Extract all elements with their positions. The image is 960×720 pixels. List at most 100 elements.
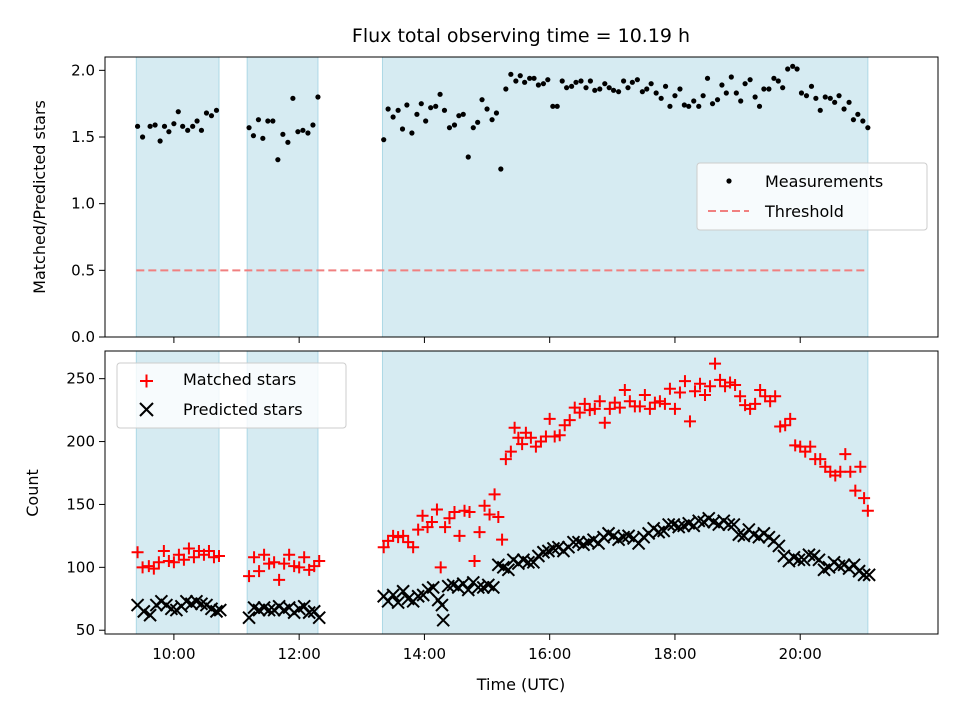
measurement-point [315, 94, 321, 100]
matched-star-marker [492, 511, 505, 524]
matched-star-marker [799, 445, 812, 458]
measurement-point [714, 97, 721, 103]
matched-star-marker [483, 508, 496, 521]
measurement-point [139, 134, 146, 140]
matched-star-marker [844, 465, 857, 478]
predicted-star-marker [772, 539, 786, 553]
measurement-point [803, 93, 810, 99]
count-y-tick-label: 250 [66, 370, 95, 388]
ratio-panel: 0.00.51.01.52.0 Matched/Predicted stars … [30, 56, 939, 346]
measurement-point [700, 93, 706, 99]
measurement-point [606, 85, 612, 91]
matched-star-marker [463, 505, 476, 518]
matched-star-marker [759, 390, 772, 403]
measurement-point [766, 86, 772, 92]
predicted-star-marker [862, 568, 876, 582]
measurement-point [836, 93, 842, 99]
x-axis-label: Time (UTC) [476, 675, 565, 694]
measurement-point [827, 95, 833, 101]
matched-star-marker [412, 523, 425, 536]
predicted-star-marker [164, 602, 179, 616]
measurement-point [629, 79, 635, 85]
measurement-point [470, 125, 476, 131]
measurement-point [171, 121, 177, 127]
measurement-point [414, 111, 420, 117]
matched-star-marker [504, 445, 517, 458]
measurement-point [180, 123, 186, 129]
matched-star-marker [704, 380, 717, 393]
measurement-point [832, 99, 838, 105]
measurement-point [775, 78, 781, 84]
measurement-point [602, 81, 608, 87]
predicted-star-marker [471, 580, 485, 595]
measurement-point [677, 86, 683, 92]
matched-star-marker [468, 555, 481, 568]
measurement-point [592, 87, 598, 93]
measurement-point [573, 79, 579, 85]
predicted-star-marker [435, 598, 449, 612]
matched-star-marker [578, 397, 591, 410]
predicted-star-marker [722, 517, 736, 532]
predicted-star-marker [501, 563, 516, 577]
matched-star-marker [633, 400, 646, 413]
count-x-tick-label: 16:00 [528, 645, 571, 663]
matched-star-marker [439, 521, 452, 534]
measurement-point [437, 91, 443, 97]
measurement-point [498, 166, 504, 172]
measurement-point [563, 85, 570, 91]
measurement-point [484, 106, 490, 112]
matched-star-marker [678, 375, 691, 388]
predicted-star-marker [732, 527, 746, 542]
matched-star-marker [182, 542, 195, 555]
matched-legend-marker [140, 374, 153, 388]
matched-star-marker [152, 556, 165, 569]
measurement-point [399, 126, 406, 132]
matched-star-marker [789, 439, 802, 452]
predicted-legend-marker [139, 402, 154, 417]
predicted-star-marker [486, 580, 501, 595]
predicted-star-marker [386, 588, 400, 602]
matched-star-marker [658, 397, 671, 410]
matched-star-marker [568, 401, 581, 414]
count-legend-box [116, 362, 347, 429]
measurement-point [545, 77, 551, 83]
measurement-point [860, 118, 866, 124]
measurement-point [813, 95, 819, 101]
measurement-point [822, 94, 828, 100]
observation-windows [135, 56, 869, 338]
measurement-point [446, 125, 453, 131]
predicted-star-marker [651, 525, 666, 539]
matched-star-marker [177, 553, 190, 566]
predicted-star-marker [312, 610, 326, 625]
matched-star-marker [147, 562, 160, 575]
matched-star-marker [397, 529, 410, 542]
matched-star-marker [699, 389, 712, 402]
predicted-star-marker [194, 597, 209, 611]
matched-star-marker [458, 504, 471, 517]
predicted-star-marker [661, 517, 676, 532]
measurement-point [785, 66, 791, 72]
measurement-point [134, 123, 141, 129]
matched-star-marker [243, 570, 256, 583]
matched-star-marker [473, 526, 486, 539]
matched-star-marker [387, 529, 400, 542]
matched-star-marker [573, 406, 586, 419]
measurement-point [850, 117, 857, 123]
matched-star-marker [202, 544, 215, 557]
measurement-point [250, 133, 257, 139]
observation-window-1 [135, 56, 220, 338]
count-x-tick-label: 20:00 [779, 645, 822, 663]
ratio-y-ticks: 0.0 0.5 1.0 1.5 2.0 [71, 61, 105, 346]
measurement-point [658, 95, 664, 101]
measurement-point [190, 123, 196, 129]
predicted-star-marker [546, 541, 561, 556]
measurement-point [479, 97, 485, 103]
measurement-point [441, 107, 448, 113]
matched-star-marker [488, 488, 501, 501]
measurement-point [756, 103, 763, 109]
measurement-point [550, 103, 556, 109]
matched-star-marker [648, 396, 661, 409]
measurement-point [798, 90, 805, 96]
measurement-point [808, 83, 815, 89]
ratio-legend-box [696, 162, 928, 231]
